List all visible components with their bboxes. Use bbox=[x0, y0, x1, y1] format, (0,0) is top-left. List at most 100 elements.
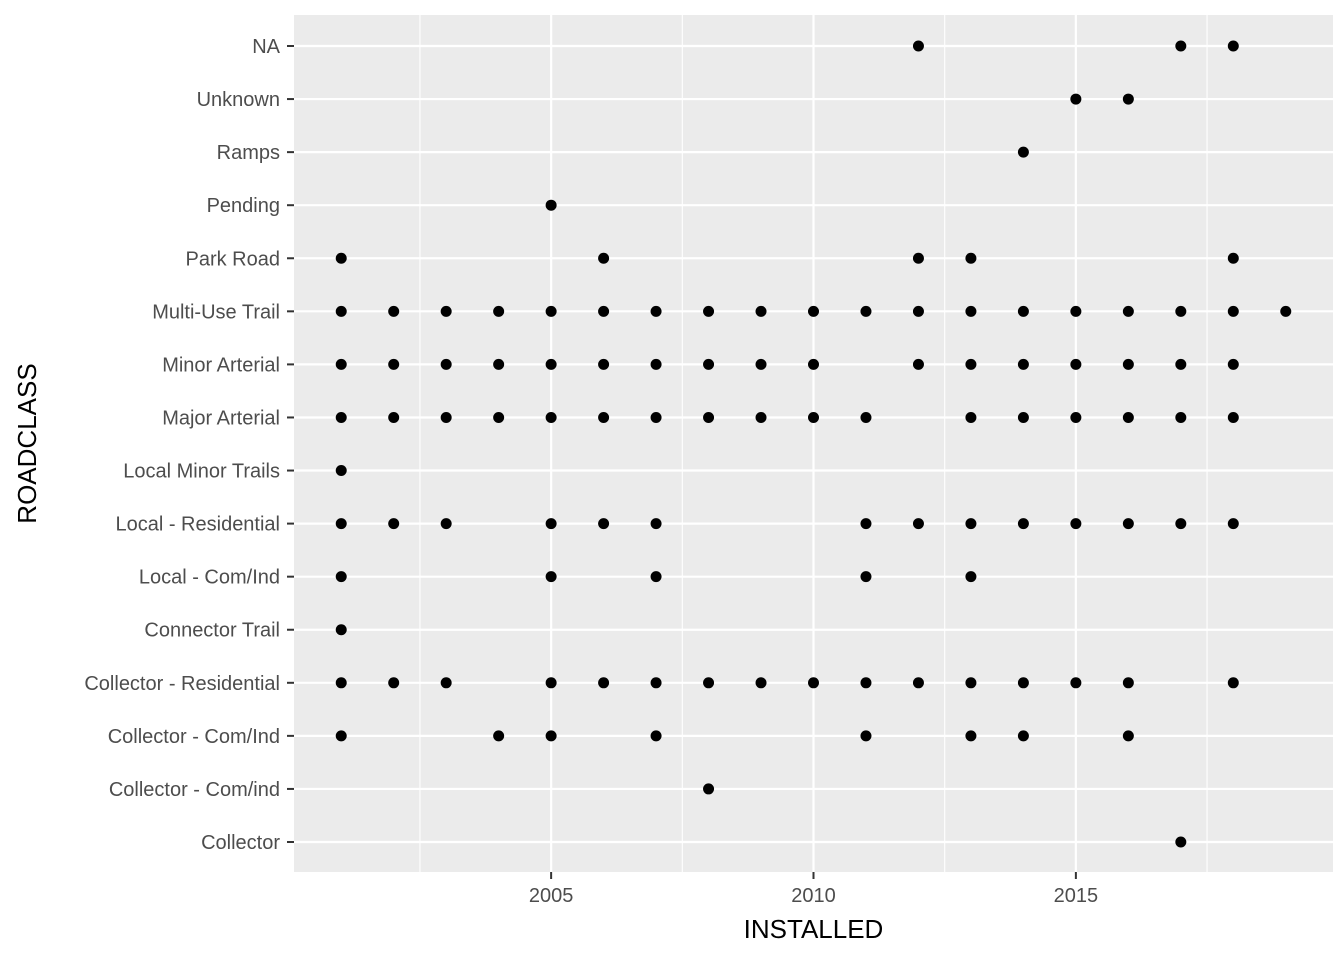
data-point bbox=[440, 677, 452, 689]
data-point bbox=[703, 411, 715, 423]
data-point bbox=[965, 411, 977, 423]
data-point bbox=[335, 358, 347, 370]
data-point bbox=[388, 677, 400, 689]
data-point bbox=[650, 571, 662, 583]
x-tick-label: 2015 bbox=[1054, 885, 1099, 907]
data-point bbox=[493, 305, 505, 317]
data-point bbox=[965, 677, 977, 689]
data-point bbox=[912, 305, 924, 317]
data-point bbox=[1122, 518, 1134, 530]
minor-gridlines bbox=[419, 15, 1208, 872]
y-tick-label: Collector - Residential bbox=[84, 673, 280, 695]
data-point bbox=[755, 305, 767, 317]
y-tick-label: Ramps bbox=[217, 142, 280, 164]
data-point bbox=[965, 358, 977, 370]
data-point bbox=[1175, 40, 1187, 52]
data-point bbox=[965, 730, 977, 742]
data-point bbox=[335, 518, 347, 530]
data-point bbox=[598, 252, 610, 264]
y-tick-label: Pending bbox=[207, 195, 280, 217]
data-point bbox=[335, 571, 347, 583]
y-tick-label: Local - Com/Ind bbox=[139, 567, 280, 589]
data-point bbox=[650, 358, 662, 370]
data-point bbox=[335, 305, 347, 317]
data-point bbox=[1122, 677, 1134, 689]
y-tick-label: Connector Trail bbox=[144, 620, 280, 642]
data-point bbox=[598, 358, 610, 370]
y-tick-label: Unknown bbox=[197, 89, 280, 111]
data-point bbox=[912, 252, 924, 264]
data-point bbox=[1175, 411, 1187, 423]
data-point bbox=[1175, 305, 1187, 317]
data-point bbox=[1070, 358, 1082, 370]
data-point bbox=[545, 677, 557, 689]
data-point bbox=[388, 518, 400, 530]
data-point bbox=[860, 571, 872, 583]
data-point bbox=[440, 518, 452, 530]
data-point bbox=[545, 518, 557, 530]
data-point bbox=[703, 358, 715, 370]
data-point bbox=[1070, 305, 1082, 317]
data-point bbox=[335, 465, 347, 477]
data-point bbox=[1227, 252, 1239, 264]
data-point bbox=[965, 571, 977, 583]
data-point bbox=[598, 677, 610, 689]
y-tick-label: Local - Residential bbox=[115, 514, 280, 536]
data-point bbox=[860, 730, 872, 742]
data-point bbox=[1070, 518, 1082, 530]
data-point bbox=[965, 252, 977, 264]
data-point bbox=[545, 358, 557, 370]
data-point bbox=[545, 411, 557, 423]
data-point bbox=[808, 677, 819, 689]
data-point bbox=[860, 677, 872, 689]
data-point bbox=[1122, 730, 1134, 742]
data-point bbox=[1017, 730, 1029, 742]
data-point bbox=[1017, 518, 1029, 530]
data-point bbox=[912, 40, 924, 52]
data-point bbox=[440, 411, 452, 423]
data-point bbox=[808, 411, 819, 423]
data-point bbox=[912, 518, 924, 530]
y-tick-label: Major Arterial bbox=[162, 407, 280, 429]
data-point bbox=[808, 305, 819, 317]
data-point bbox=[598, 411, 610, 423]
x-tick-label: 2005 bbox=[529, 885, 574, 907]
data-point bbox=[703, 783, 715, 795]
data-point bbox=[335, 677, 347, 689]
data-point bbox=[1122, 305, 1134, 317]
data-point bbox=[1227, 305, 1239, 317]
data-point bbox=[335, 252, 347, 264]
data-point bbox=[545, 199, 557, 211]
y-tick-label: NA bbox=[252, 36, 280, 58]
y-tick-label: Collector - Com/Ind bbox=[108, 726, 280, 748]
data-points bbox=[335, 40, 1292, 848]
data-point bbox=[965, 305, 977, 317]
data-point bbox=[650, 411, 662, 423]
data-point bbox=[703, 677, 715, 689]
data-point bbox=[335, 411, 347, 423]
data-point bbox=[545, 571, 557, 583]
data-point bbox=[1175, 358, 1187, 370]
data-point bbox=[1122, 411, 1134, 423]
data-point bbox=[1017, 305, 1029, 317]
data-point bbox=[1017, 411, 1029, 423]
y-axis-title: ROADCLASS bbox=[12, 363, 42, 523]
data-point bbox=[1017, 677, 1029, 689]
data-point bbox=[1227, 40, 1239, 52]
data-point bbox=[650, 730, 662, 742]
data-point bbox=[1070, 93, 1082, 105]
data-point bbox=[598, 518, 610, 530]
data-point bbox=[1070, 677, 1082, 689]
data-point bbox=[1070, 411, 1082, 423]
data-point bbox=[755, 411, 767, 423]
data-point bbox=[1017, 146, 1029, 158]
data-point bbox=[1122, 93, 1134, 105]
data-point bbox=[440, 358, 452, 370]
data-point bbox=[493, 411, 505, 423]
data-point bbox=[650, 677, 662, 689]
data-point bbox=[703, 305, 715, 317]
data-point bbox=[1227, 411, 1239, 423]
data-point bbox=[1017, 358, 1029, 370]
data-point bbox=[388, 305, 400, 317]
